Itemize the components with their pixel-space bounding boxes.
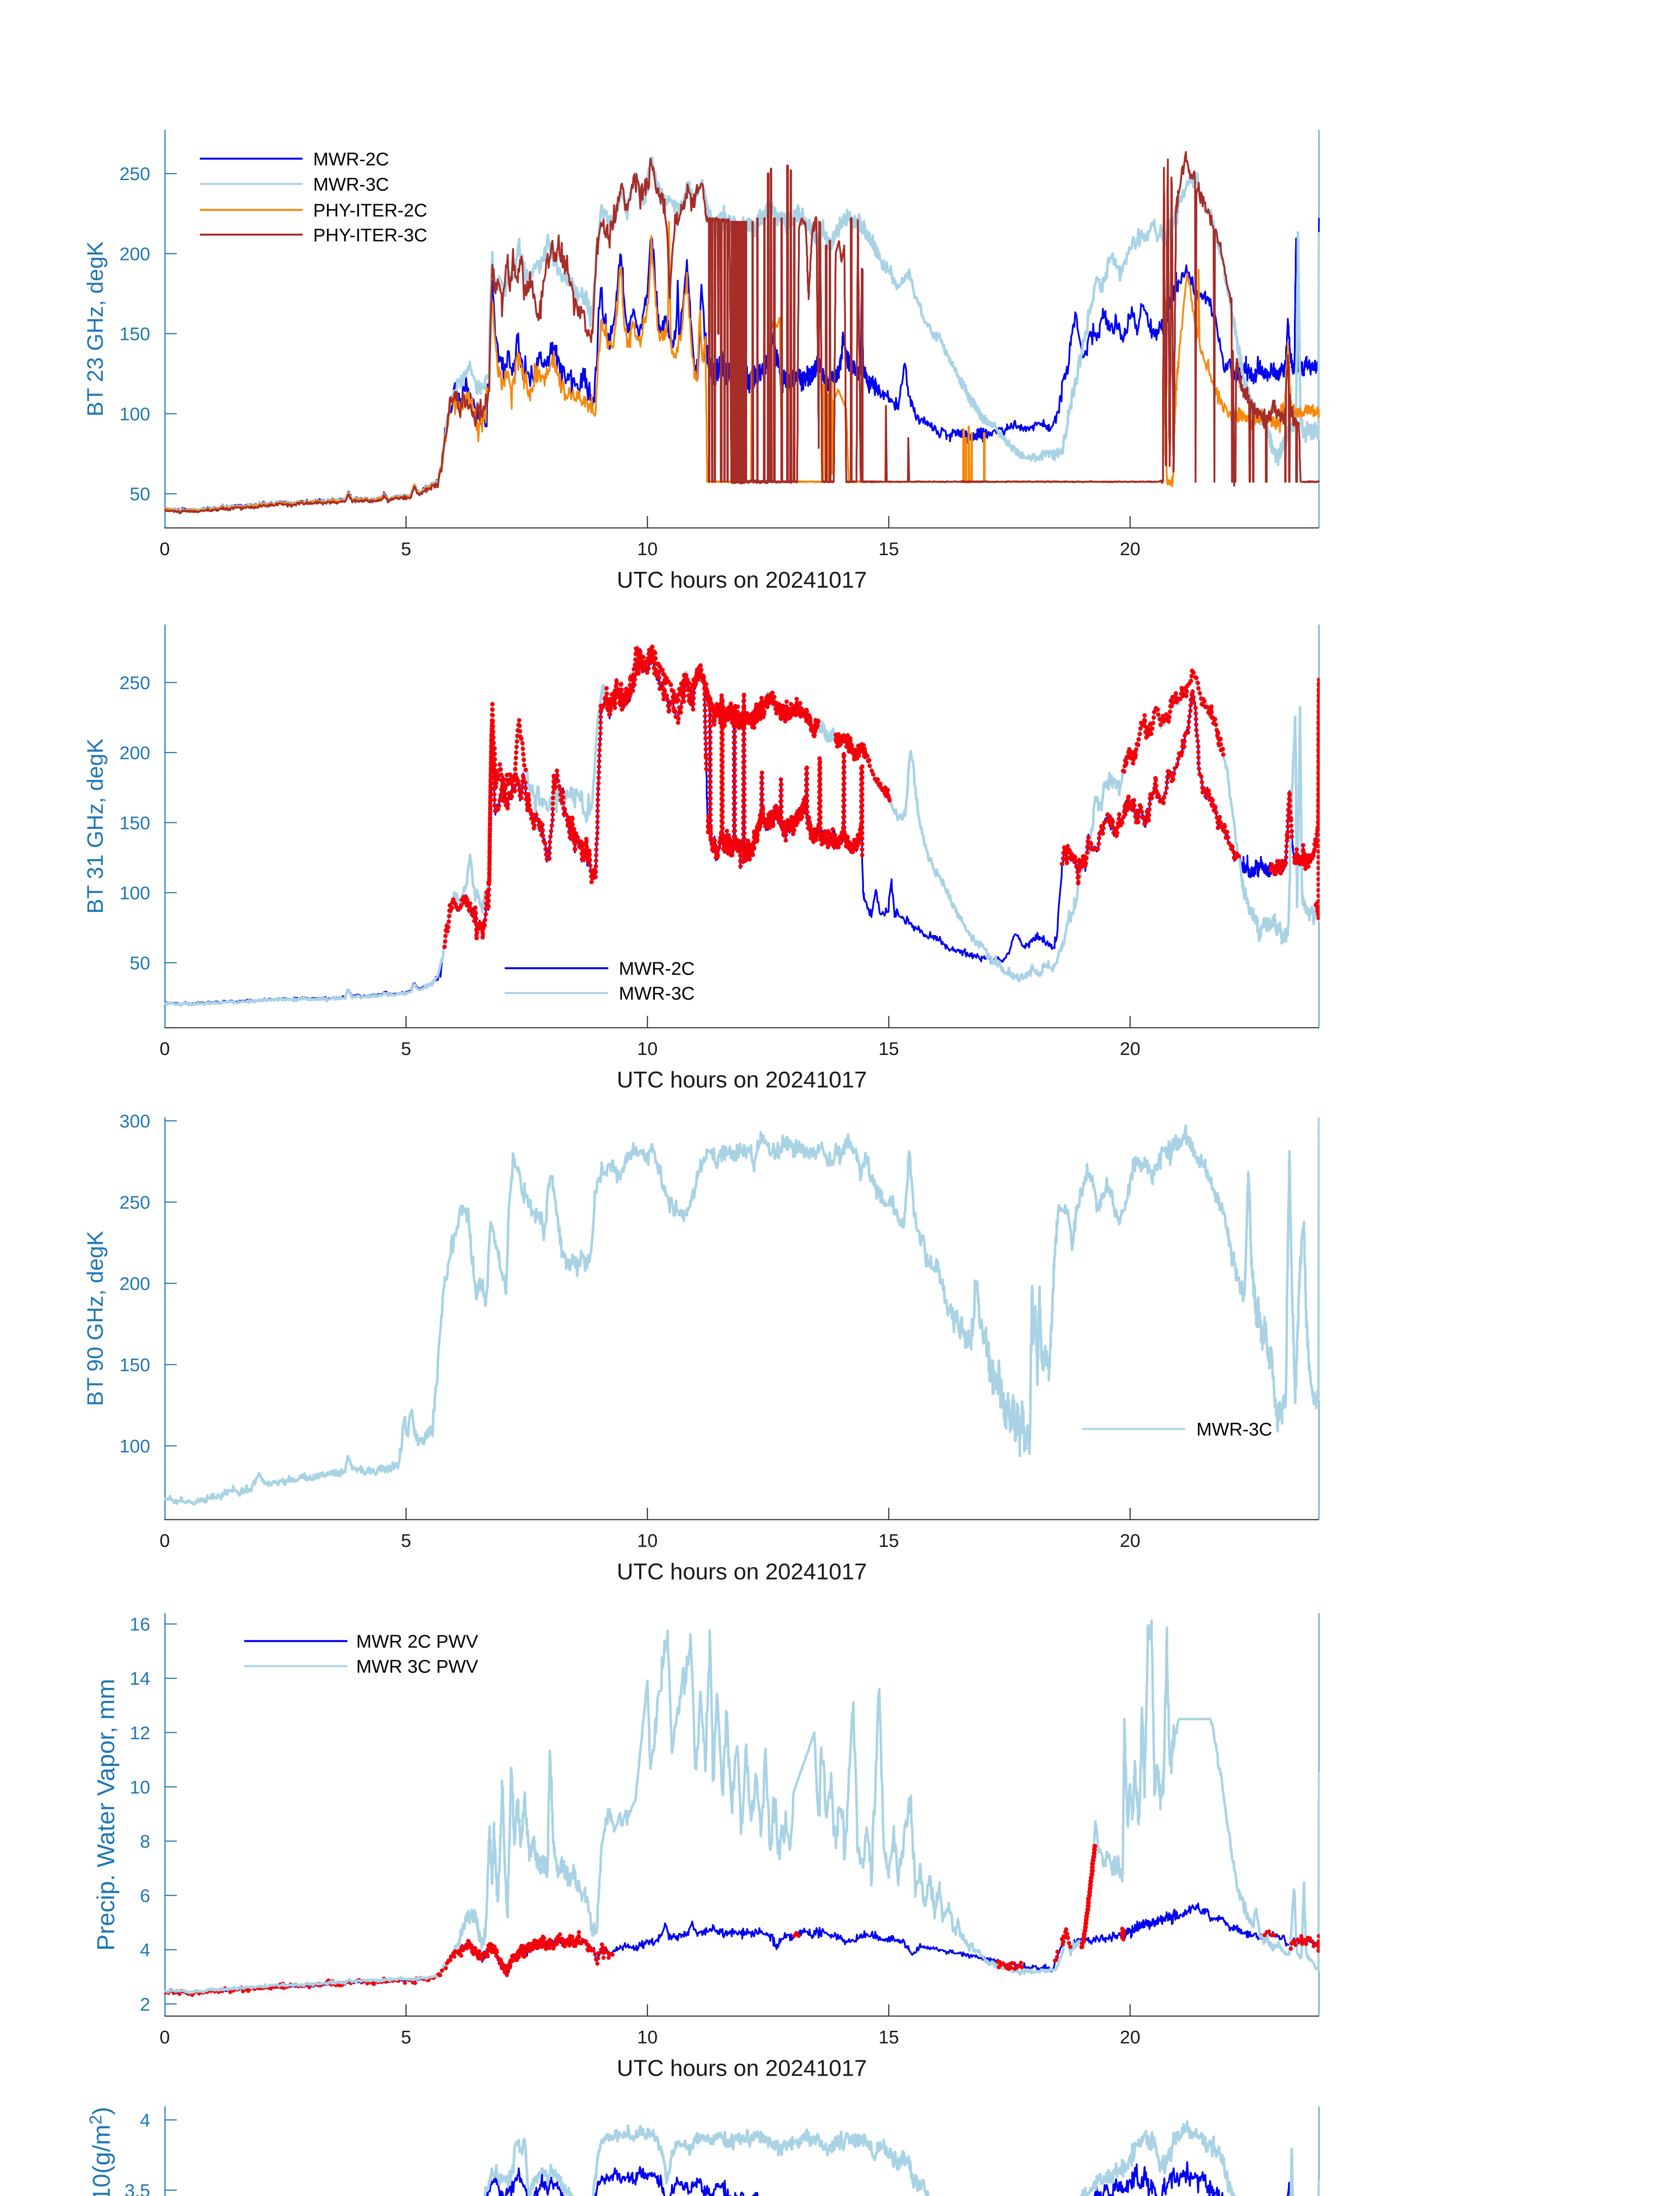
svg-text:5: 5 — [401, 1530, 411, 1551]
svg-text:20: 20 — [1120, 538, 1141, 559]
svg-text:5: 5 — [401, 1038, 411, 1059]
svg-text:BT 31 GHz, degK: BT 31 GHz, degK — [83, 739, 108, 914]
svg-text:PHY-ITER-2C: PHY-ITER-2C — [313, 200, 427, 220]
svg-text:5: 5 — [401, 538, 411, 559]
svg-text:log10 Liquid Water Path, log10: log10 Liquid Water Path, log10(g/m2) — [87, 2107, 115, 2196]
svg-text:50: 50 — [130, 484, 150, 504]
svg-text:0: 0 — [159, 1530, 170, 1551]
svg-text:10: 10 — [130, 1777, 150, 1797]
svg-text:15: 15 — [878, 2026, 899, 2047]
svg-text:16: 16 — [130, 1614, 150, 1635]
svg-text:MWR-2C: MWR-2C — [313, 148, 389, 169]
svg-text:PHY-ITER-3C: PHY-ITER-3C — [313, 224, 427, 245]
svg-text:200: 200 — [119, 244, 150, 264]
svg-text:200: 200 — [119, 743, 150, 763]
svg-text:12: 12 — [130, 1723, 150, 1743]
svg-text:MWR-3C: MWR-3C — [1196, 1419, 1272, 1440]
svg-text:15: 15 — [878, 1530, 899, 1551]
svg-text:4: 4 — [140, 2110, 150, 2131]
svg-text:UTC hours on 20241017: UTC hours on 20241017 — [617, 1067, 867, 1093]
svg-text:0: 0 — [159, 2026, 170, 2047]
svg-text:10: 10 — [637, 538, 658, 559]
svg-text:0: 0 — [159, 538, 170, 559]
svg-text:MWR-2C: MWR-2C — [619, 958, 695, 979]
svg-text:10: 10 — [637, 1038, 658, 1059]
svg-text:150: 150 — [119, 813, 150, 833]
svg-text:0: 0 — [159, 1038, 170, 1059]
svg-text:8: 8 — [140, 1831, 150, 1852]
svg-text:MWR 2C PWV: MWR 2C PWV — [356, 1631, 478, 1652]
svg-text:MWR 3C PWV: MWR 3C PWV — [356, 1656, 478, 1677]
svg-text:15: 15 — [878, 538, 899, 559]
svg-text:250: 250 — [119, 163, 150, 184]
svg-text:MWR-3C: MWR-3C — [313, 174, 389, 195]
svg-text:BT 23 GHz, degK: BT 23 GHz, degK — [83, 242, 108, 417]
svg-text:100: 100 — [119, 404, 150, 424]
svg-text:Precip. Water Vapor, mm: Precip. Water Vapor, mm — [92, 1679, 119, 1950]
svg-text:UTC hours on 20241017: UTC hours on 20241017 — [617, 2055, 867, 2081]
svg-text:250: 250 — [119, 672, 150, 693]
svg-text:UTC hours on 20241017: UTC hours on 20241017 — [617, 567, 867, 593]
svg-text:BT 90 GHz, degK: BT 90 GHz, degK — [83, 1231, 108, 1406]
svg-text:300: 300 — [119, 1111, 150, 1131]
svg-text:4: 4 — [140, 1940, 150, 1960]
svg-text:200: 200 — [119, 1273, 150, 1294]
svg-text:3.5: 3.5 — [125, 2180, 150, 2196]
svg-text:20: 20 — [1120, 1530, 1141, 1551]
svg-text:150: 150 — [119, 324, 150, 344]
svg-text:250: 250 — [119, 1192, 150, 1213]
svg-text:150: 150 — [119, 1354, 150, 1375]
svg-text:20: 20 — [1120, 2026, 1141, 2047]
svg-text:10: 10 — [637, 1530, 658, 1551]
svg-text:14: 14 — [130, 1668, 150, 1689]
svg-text:UTC hours on 20241017: UTC hours on 20241017 — [617, 1559, 867, 1585]
svg-text:20: 20 — [1120, 1038, 1141, 1059]
svg-text:10: 10 — [637, 2026, 658, 2047]
svg-text:100: 100 — [119, 883, 150, 903]
svg-text:5: 5 — [401, 2026, 411, 2047]
svg-text:2: 2 — [140, 1994, 150, 2015]
svg-text:6: 6 — [140, 1885, 150, 1906]
svg-text:100: 100 — [119, 1436, 150, 1456]
svg-text:MWR-3C: MWR-3C — [619, 983, 695, 1004]
svg-text:50: 50 — [130, 953, 150, 973]
svg-text:15: 15 — [878, 1038, 899, 1059]
